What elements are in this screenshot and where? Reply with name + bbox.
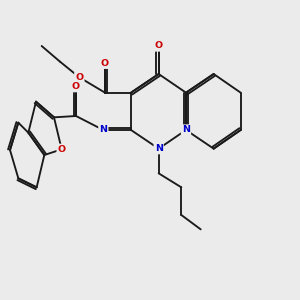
Text: O: O — [154, 41, 163, 50]
Text: N: N — [182, 125, 190, 134]
Text: N: N — [155, 144, 163, 153]
Text: O: O — [75, 73, 83, 82]
Text: N: N — [99, 125, 107, 134]
Text: O: O — [72, 82, 80, 91]
Text: O: O — [58, 145, 66, 154]
Text: O: O — [101, 59, 109, 68]
